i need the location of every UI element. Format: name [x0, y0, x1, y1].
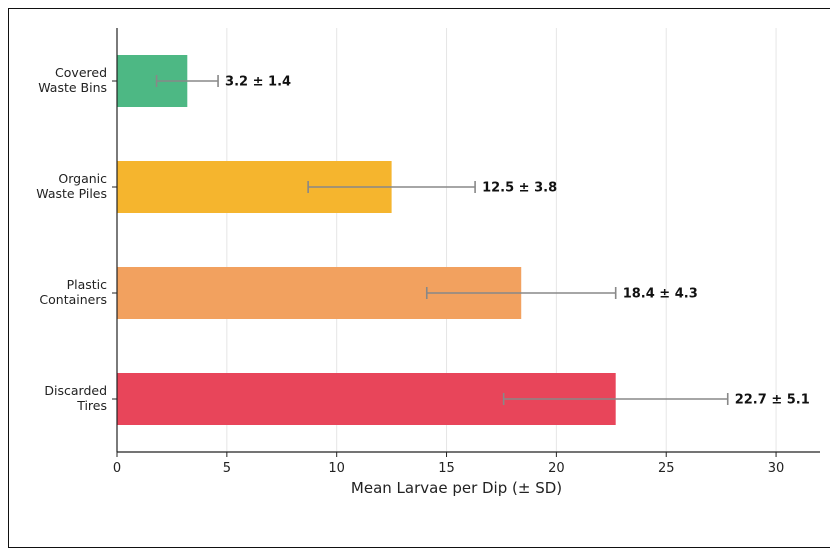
bars — [117, 55, 729, 425]
x-tick-label-30: 30 — [768, 461, 785, 476]
x-tick-label-0: 0 — [113, 461, 121, 476]
x-tick-label-10: 10 — [328, 461, 345, 476]
category-label-1: Organic Waste Piles — [36, 171, 107, 201]
x-tick-label-25: 25 — [658, 461, 675, 476]
data-label-2: 18.4 ± 4.3 — [623, 287, 698, 302]
data-label-1: 12.5 ± 3.8 — [482, 181, 557, 196]
x-axis-label: Mean Larvae per Dip (± SD) — [351, 479, 562, 497]
data-label-3: 22.7 ± 5.1 — [735, 393, 810, 408]
bar-chart: 3.2 ± 1.4 Covered Waste Bins 12.5 ± 3.8 Orga… — [36, 28, 820, 497]
category-label-0: Covered Waste Bins — [38, 65, 107, 95]
labels: 3.2 ± 1.4 Covered Waste Bins 12.5 ± 3.8 Orga… — [36, 65, 810, 476]
x-tick-label-15: 15 — [438, 461, 455, 476]
x-tick-label-20: 20 — [548, 461, 565, 476]
category-label-3: Discarded Tires — [44, 383, 107, 413]
x-tick-label-5: 5 — [223, 461, 231, 476]
axes — [112, 28, 820, 457]
category-label-2: Plastic Containers — [39, 277, 107, 307]
data-label-0: 3.2 ± 1.4 — [225, 75, 291, 90]
grid-lines — [226, 28, 777, 452]
